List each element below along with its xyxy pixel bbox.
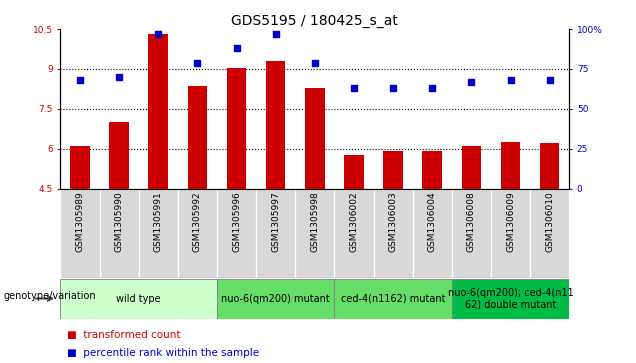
Bar <box>60 278 217 319</box>
Text: ced-4(n1162) mutant: ced-4(n1162) mutant <box>341 294 445 303</box>
Point <box>427 85 438 91</box>
Point <box>544 77 555 83</box>
Bar <box>462 146 481 189</box>
Bar <box>422 151 442 189</box>
Point <box>506 77 516 83</box>
Point <box>192 60 202 65</box>
Point <box>466 79 476 85</box>
Text: GSM1306004: GSM1306004 <box>428 191 437 252</box>
Bar <box>540 143 560 189</box>
Point <box>388 85 398 91</box>
Bar <box>188 86 207 189</box>
Text: GSM1306002: GSM1306002 <box>349 191 359 252</box>
Point <box>232 45 242 51</box>
Text: GSM1306003: GSM1306003 <box>389 191 398 252</box>
Bar <box>266 61 286 189</box>
Text: GSM1305997: GSM1305997 <box>271 191 280 252</box>
Point <box>114 74 124 80</box>
Text: GSM1305990: GSM1305990 <box>114 191 123 252</box>
Point <box>75 77 85 83</box>
Text: GSM1305992: GSM1305992 <box>193 191 202 252</box>
Bar <box>344 155 364 189</box>
Text: GSM1306008: GSM1306008 <box>467 191 476 252</box>
Bar <box>70 146 90 189</box>
Text: GSM1306010: GSM1306010 <box>545 191 554 252</box>
Bar <box>227 68 246 189</box>
Text: ■  transformed count: ■ transformed count <box>67 330 180 340</box>
Point <box>153 31 163 37</box>
Text: GSM1305996: GSM1305996 <box>232 191 241 252</box>
Bar <box>305 87 324 189</box>
Text: GSM1305991: GSM1305991 <box>154 191 163 252</box>
Title: GDS5195 / 180425_s_at: GDS5195 / 180425_s_at <box>232 14 398 28</box>
Point <box>310 60 320 65</box>
Text: nuo-6(qm200) mutant: nuo-6(qm200) mutant <box>221 294 330 303</box>
Text: genotype/variation: genotype/variation <box>3 291 96 302</box>
Bar <box>109 122 129 189</box>
Text: ■  percentile rank within the sample: ■ percentile rank within the sample <box>67 348 259 358</box>
Point <box>270 31 280 37</box>
Text: wild type: wild type <box>116 294 161 303</box>
Bar <box>452 278 569 319</box>
Bar <box>148 34 168 189</box>
Text: nuo-6(qm200); ced-4(n11
62) double mutant: nuo-6(qm200); ced-4(n11 62) double mutan… <box>448 288 574 309</box>
Bar <box>217 278 335 319</box>
Text: GSM1306009: GSM1306009 <box>506 191 515 252</box>
Bar <box>384 151 403 189</box>
Point <box>349 85 359 91</box>
Bar <box>335 278 452 319</box>
Text: GSM1305989: GSM1305989 <box>76 191 85 252</box>
Text: GSM1305998: GSM1305998 <box>310 191 319 252</box>
Bar <box>501 142 520 189</box>
